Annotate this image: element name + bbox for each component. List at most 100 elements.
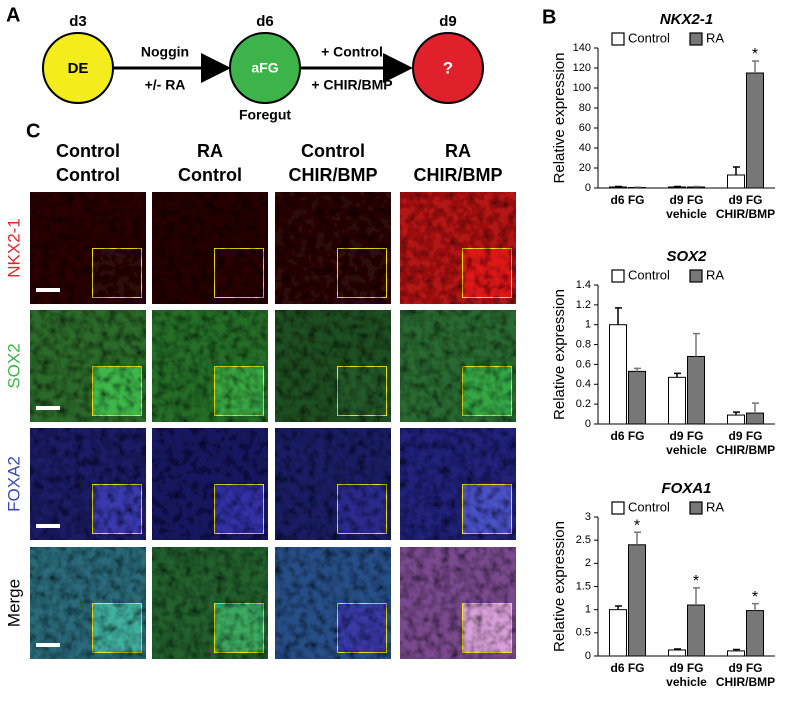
bar (610, 610, 627, 656)
y-axis-label: Relative expression (551, 521, 568, 652)
y-tick-label: 140 (573, 42, 591, 54)
column-header: CHIR/BMP (414, 165, 503, 185)
y-tick-label: 1.5 (576, 580, 591, 592)
legend-label: Control (628, 30, 670, 45)
bar (747, 73, 764, 188)
error-bar (674, 187, 681, 188)
inset (462, 248, 512, 298)
y-tick-label: 3 (585, 511, 591, 523)
inset (214, 603, 264, 653)
bar (629, 371, 646, 424)
error-bar (752, 403, 759, 413)
y-axis-label: Relative expression (551, 289, 568, 420)
column-header: RA (445, 141, 471, 161)
y-tick-label: 120 (573, 62, 591, 74)
legend-label: Control (628, 267, 670, 282)
x-tick-label-box: d9 FG CHIR/BMP (708, 429, 784, 469)
inset (462, 603, 512, 653)
x-tick-label: d9 FG CHIR/BMP (708, 429, 784, 457)
column-header: CHIR/BMP (289, 165, 378, 185)
x-tick-label-box: d9 FG CHIR/BMP (708, 661, 784, 701)
error-bar (693, 187, 700, 188)
significance-mark: * (634, 518, 640, 535)
y-tick-label: 100 (573, 82, 591, 94)
y-tick-label: 0.8 (576, 338, 591, 350)
legend-label: Control (628, 499, 670, 514)
y-tick-label: 1.4 (576, 279, 591, 291)
bar (747, 611, 764, 656)
image-grid: ControlControlRAControlControlCHIR/BMPRA… (4, 141, 516, 659)
stage-name: ? (443, 58, 453, 77)
error-bar (693, 334, 700, 357)
legend-swatch (612, 270, 624, 282)
step-label: + Control (321, 44, 383, 60)
legend-label: RA (706, 499, 724, 514)
y-tick-label: 60 (579, 122, 591, 134)
inset (337, 366, 387, 416)
inset (92, 366, 142, 416)
legend-label: RA (706, 30, 724, 45)
y-tick-label: 0.4 (576, 378, 591, 390)
legend-swatch (690, 502, 702, 514)
inset (92, 484, 142, 534)
inset (337, 603, 387, 653)
y-tick-label: 0.5 (576, 627, 591, 639)
stage-day: d6 (256, 13, 274, 30)
bar (688, 605, 705, 656)
bar (728, 651, 745, 656)
bar (728, 175, 745, 188)
legend-swatch (690, 270, 702, 282)
bar (747, 413, 764, 424)
panel-label: C (26, 120, 40, 142)
row-label: SOX2 (4, 343, 23, 388)
y-tick-label: 1.2 (576, 299, 591, 311)
error-bar (693, 588, 700, 605)
column-header: Control (56, 141, 120, 161)
inset (337, 248, 387, 298)
error-bar (733, 167, 740, 175)
inset (214, 366, 264, 416)
stage-note: Foregut (239, 107, 291, 123)
significance-mark: * (752, 46, 758, 63)
x-tick-label: d9 FG CHIR/BMP (708, 193, 784, 221)
y-tick-label: 1 (585, 604, 591, 616)
row-label: Merge (4, 579, 23, 627)
inset (462, 366, 512, 416)
stage-day: d9 (439, 13, 457, 30)
row-label: NKX2-1 (4, 218, 23, 278)
column-header: RA (197, 141, 223, 161)
legend-swatch (612, 502, 624, 514)
chart-title: NKX2-1 (660, 11, 713, 28)
bar (610, 325, 627, 424)
error-bar (615, 606, 622, 610)
bar (629, 545, 646, 656)
significance-mark: * (693, 573, 699, 590)
step-label: + CHIR/BMP (311, 77, 392, 93)
column-header: Control (56, 165, 120, 185)
inset (92, 248, 142, 298)
x-tick-label-box: d9 FG CHIR/BMP (708, 193, 784, 233)
chart-title: FOXA1 (661, 480, 711, 497)
panel-label: A (6, 4, 20, 26)
row-label: FOXA2 (4, 456, 23, 512)
y-axis-label: Relative expression (551, 53, 568, 184)
inset (462, 484, 512, 534)
inset (214, 248, 264, 298)
error-bar (615, 187, 622, 188)
stage-day: d3 (69, 13, 87, 30)
y-tick-label: 0.2 (576, 398, 591, 410)
y-tick-label: 0.6 (576, 358, 591, 370)
error-bar (674, 373, 681, 377)
y-tick-label: 1 (585, 319, 591, 331)
legend-swatch (612, 33, 624, 45)
inset (92, 603, 142, 653)
panel-label: B (542, 6, 556, 28)
error-bar (615, 308, 622, 325)
step-label: Noggin (141, 44, 189, 60)
bar (669, 377, 686, 424)
column-header: Control (178, 165, 242, 185)
significance-mark: * (752, 589, 758, 606)
legend-label: RA (706, 267, 724, 282)
